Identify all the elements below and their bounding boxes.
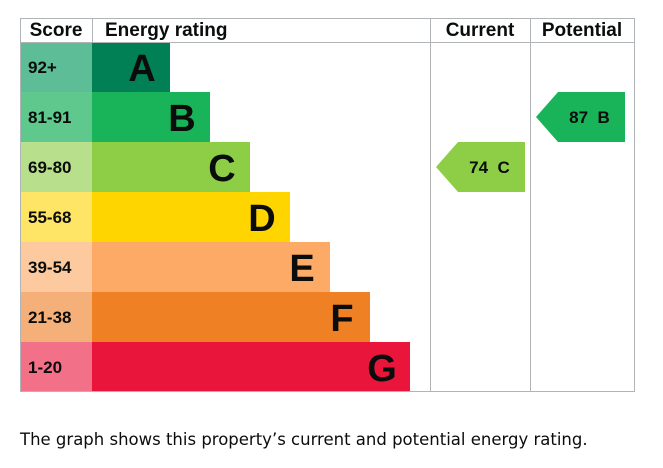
rating-bar-e	[92, 242, 330, 292]
band-letter-e: E	[289, 248, 314, 290]
rating-bar-g	[92, 342, 410, 392]
score-label-g: 1-20	[28, 358, 62, 377]
rating-bar-c	[92, 142, 250, 192]
band-letter-d: D	[248, 198, 275, 240]
header-row: Score Energy rating Current Potential	[30, 20, 623, 41]
potential-header: Potential	[542, 20, 622, 41]
chart-grid	[20, 18, 635, 392]
band-letter-f: F	[330, 298, 353, 340]
score-label-d: 55-68	[28, 208, 71, 227]
score-cell-g	[20, 342, 92, 392]
score-cell-b	[20, 92, 92, 142]
rating-bar-d	[92, 192, 290, 242]
score-cell-a	[20, 42, 92, 92]
score-label-c: 69-80	[28, 158, 71, 177]
rating-bar-a	[92, 42, 170, 92]
current-header: Current	[446, 20, 515, 41]
score-cell-e	[20, 242, 92, 292]
current-rating-arrow	[436, 142, 525, 192]
energy-rating-header: Energy rating	[105, 20, 227, 41]
rating-bar-f	[92, 292, 370, 342]
band-letter-a: A	[128, 48, 155, 90]
score-header: Score	[30, 20, 83, 41]
score-cell-c	[20, 142, 92, 192]
rating-bands: 92+ A 81-91 B 69-80 C 55-68 D 39-54 E 21-38 F 1-20 G	[20, 42, 410, 392]
rating-indicators: 74 C 87 B	[436, 92, 625, 192]
score-label-f: 21-38	[28, 308, 71, 327]
current-rating-label: 74 C	[469, 158, 510, 177]
potential-rating-arrow	[536, 92, 625, 142]
score-label-a: 92+	[28, 58, 57, 77]
rating-bar-b	[92, 92, 210, 142]
score-cell-f	[20, 292, 92, 342]
band-letter-c: C	[208, 148, 235, 190]
chart-border	[20, 18, 635, 392]
score-cell-d	[20, 192, 92, 242]
band-letter-b: B	[168, 98, 195, 140]
score-label-b: 81-91	[28, 108, 71, 127]
potential-rating-label: 87 B	[569, 108, 610, 127]
band-letter-g: G	[367, 348, 397, 390]
chart-caption: The graph shows this property’s current …	[20, 430, 588, 449]
score-label-e: 39-54	[28, 258, 72, 277]
